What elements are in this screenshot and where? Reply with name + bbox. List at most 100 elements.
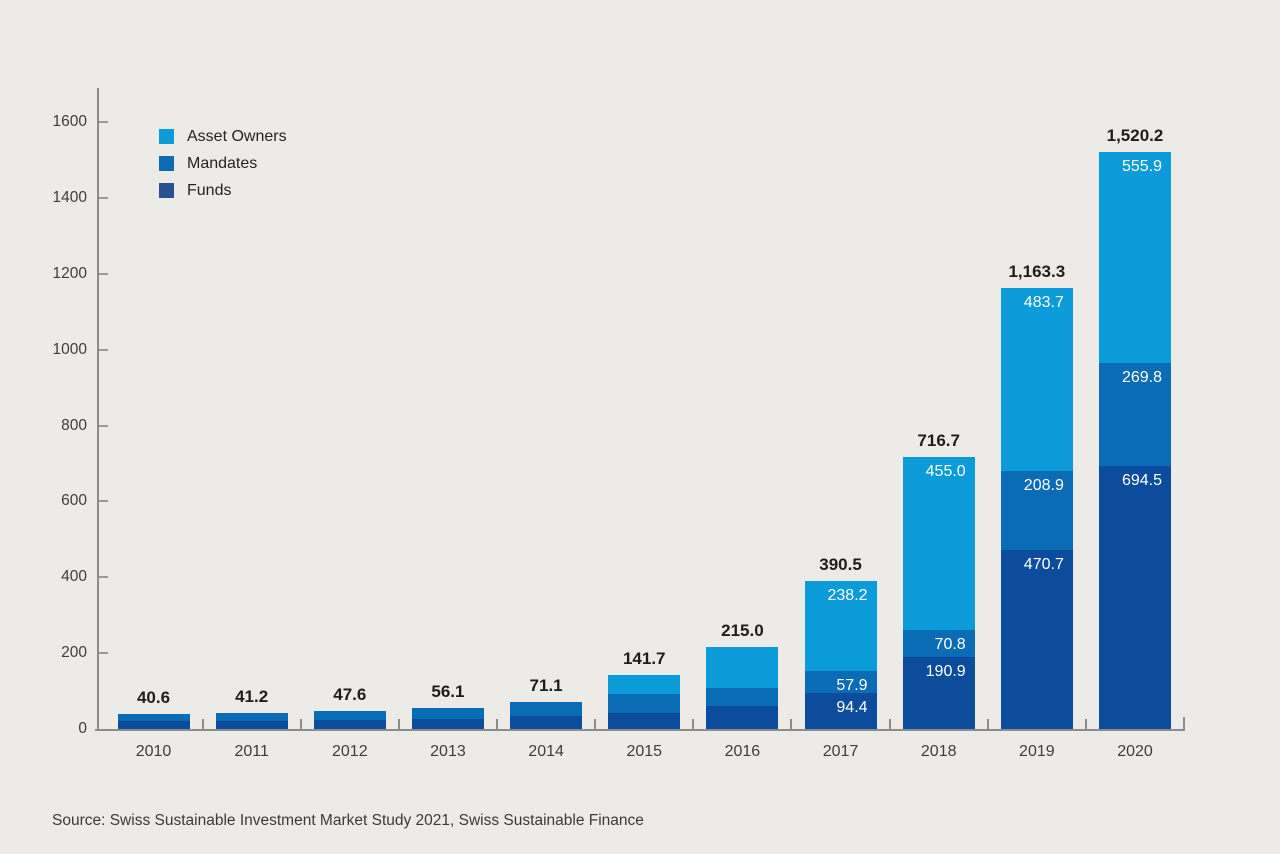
- x-axis-category-label: 2013: [430, 743, 466, 760]
- y-axis-tick: [99, 652, 108, 655]
- bar-segment-asset-owners-2018: [902, 457, 975, 630]
- segment-value-label: 470.7: [1023, 556, 1064, 574]
- bar-segment-funds-2014: [510, 716, 583, 729]
- bar-segment-mandates-2012: [313, 710, 386, 721]
- x-axis-tick: [496, 719, 499, 729]
- bar-segment-mandates-2011: [215, 713, 288, 722]
- x-axis-tick: [201, 719, 204, 729]
- x-axis-tick: [594, 719, 597, 729]
- segment-value-label: 190.9: [925, 662, 966, 680]
- segment-value-label: 694.5: [1121, 471, 1162, 489]
- bar-segment-funds-2012: [313, 720, 386, 729]
- segment-value-label: 238.2: [827, 586, 868, 604]
- x-axis-category-label: 2018: [920, 743, 957, 760]
- y-axis-tick: [99, 121, 108, 123]
- legend-label-asset-owners: Asset Owners: [187, 127, 287, 145]
- bar-total-label: 56.1: [431, 681, 465, 701]
- bar-segment-funds-2010: [117, 721, 190, 729]
- bar-segment-mandates-2020: [1099, 363, 1171, 466]
- bar-segment-funds-2019: [1000, 550, 1073, 729]
- x-axis-category-label: 2015: [626, 743, 663, 760]
- x-axis-category-label: 2019: [1019, 743, 1055, 760]
- y-axis-tick: [99, 196, 108, 199]
- x-axis-tick: [888, 719, 891, 729]
- y-axis-line: [97, 88, 99, 731]
- y-axis-label: 1600: [52, 113, 87, 130]
- y-axis-label: 1000: [52, 340, 87, 358]
- y-axis-tick: [99, 576, 108, 579]
- legend-label-mandates: Mandates: [187, 154, 258, 172]
- x-axis-category-label: 2020: [1117, 743, 1153, 760]
- y-axis-tick: [99, 272, 108, 275]
- segment-value-label: 70.8: [934, 635, 966, 653]
- x-axis-category-label: 2017: [822, 743, 859, 760]
- bar-segment-mandates-2019: [1000, 471, 1073, 551]
- source-caption: Source: Swiss Sustainable Investment Mar…: [52, 812, 644, 829]
- bar-segment-funds-2013: [411, 718, 484, 729]
- bar-segment-mandates-2010: [117, 713, 190, 722]
- bar-segment-asset-owners-2019: [1000, 287, 1073, 472]
- y-axis-label: 1200: [52, 264, 87, 282]
- legend-swatch-funds: [159, 183, 174, 198]
- bar-segment-asset-owners-2017: [804, 580, 877, 672]
- x-axis-category-label: 2011: [234, 743, 269, 760]
- x-axis-category-label: 2016: [724, 743, 761, 760]
- x-axis-end-tick: [1183, 717, 1185, 729]
- bar-segment-funds-2020: [1099, 465, 1171, 729]
- y-axis-label: 800: [61, 416, 87, 434]
- x-axis-category-label: 2010: [135, 743, 172, 760]
- bar-total-label: 390.5: [819, 554, 862, 574]
- bar-segment-funds-2016: [706, 706, 779, 729]
- bar-segment-mandates-2013: [411, 707, 484, 719]
- bar-segment-funds-2011: [215, 721, 288, 729]
- legend-label-funds: Funds: [187, 181, 232, 199]
- x-axis-tick: [790, 719, 793, 729]
- y-axis-label: 0: [78, 720, 87, 737]
- x-axis-tick: [299, 719, 302, 729]
- bar-segment-mandates-2016: [706, 688, 779, 707]
- bar-total-label: 1,520.2: [1106, 126, 1164, 146]
- x-axis-category-label: 2014: [528, 743, 564, 760]
- bar-total-label: 41.2: [235, 687, 269, 707]
- x-axis-tick: [692, 719, 695, 729]
- bar-total-label: 1,163.3: [1008, 261, 1066, 281]
- bar-segment-funds-2018: [902, 656, 975, 729]
- y-axis-label: 200: [61, 644, 87, 662]
- bar-segment-asset-owners-2015: [608, 675, 681, 694]
- bar-total-label: 215.0: [721, 621, 764, 641]
- segment-value-label: 269.8: [1121, 369, 1162, 387]
- y-axis-label: 600: [61, 492, 87, 510]
- bar-segment-funds-2015: [608, 713, 681, 729]
- y-axis-tick: [99, 348, 108, 351]
- x-axis-tick: [986, 719, 989, 729]
- legend-swatch-asset-owners: [159, 129, 174, 144]
- bar-segment-mandates-2018: [902, 629, 975, 657]
- x-axis-tick: [1084, 719, 1087, 729]
- legend-item-funds: Funds: [159, 177, 287, 204]
- bar-total-label: 716.7: [917, 431, 960, 451]
- bar-segment-mandates-2014: [510, 702, 583, 717]
- bar-total-label: 47.6: [333, 684, 367, 704]
- y-axis-label: 1400: [52, 188, 87, 206]
- chart-legend: Asset Owners Mandates Funds: [159, 123, 287, 204]
- bar-segment-funds-2017: [804, 693, 877, 729]
- y-axis-tick: [99, 500, 108, 503]
- segment-value-label: 555.9: [1121, 158, 1162, 176]
- bar-total-label: 71.1: [529, 676, 563, 696]
- bar-segment-asset-owners-2020: [1099, 152, 1171, 364]
- bar-total-label: 40.6: [136, 687, 171, 707]
- x-axis-category-label: 2012: [332, 743, 368, 760]
- y-axis-label: 400: [61, 568, 87, 586]
- legend-swatch-mandates: [159, 156, 174, 171]
- segment-value-label: 57.9: [836, 677, 868, 695]
- legend-item-mandates: Mandates: [159, 150, 287, 177]
- legend-item-asset-owners: Asset Owners: [159, 123, 287, 150]
- segment-value-label: 94.4: [836, 699, 868, 717]
- bar-segment-mandates-2015: [608, 693, 681, 714]
- bar-total-label: 141.7: [622, 649, 666, 669]
- x-axis-line: [95, 729, 1185, 731]
- segment-value-label: 455.0: [925, 463, 966, 481]
- y-axis-tick: [99, 424, 108, 427]
- bar-segment-asset-owners-2016: [706, 647, 779, 689]
